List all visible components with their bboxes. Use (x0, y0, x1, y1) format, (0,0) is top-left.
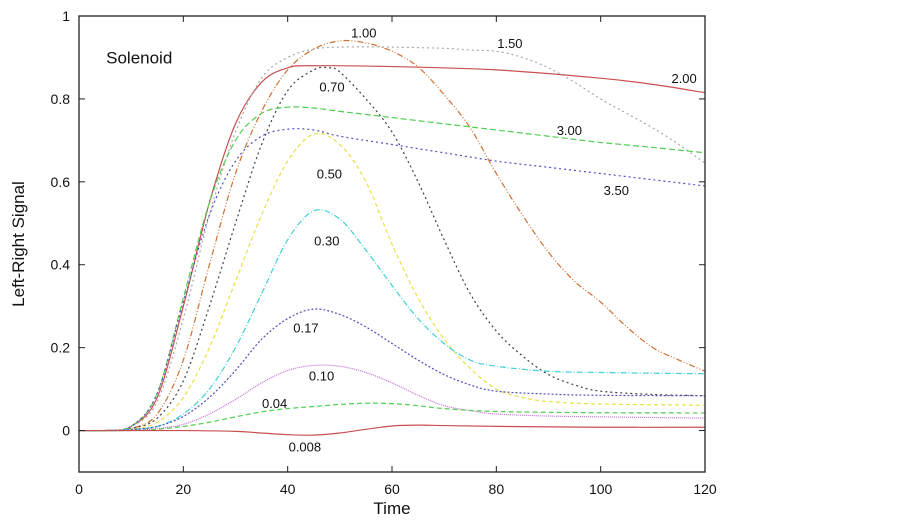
series-line-1.50 (78, 46, 706, 432)
y-axis-label: Left-Right Signal (9, 181, 28, 307)
series-label: 0.10 (309, 368, 334, 383)
x-tick-label: 0 (75, 481, 83, 497)
series-line-0.008 (78, 424, 706, 436)
series-line-0.17 (78, 308, 706, 432)
series-line-0.50 (78, 132, 706, 432)
series-label: 0.50 (317, 167, 342, 182)
chart-title: Solenoid (106, 48, 172, 67)
x-tick-label: 60 (384, 481, 400, 497)
x-tick-label: 120 (693, 481, 717, 497)
y-tick-label: 0.6 (51, 174, 71, 190)
series-label: 0.008 (289, 440, 322, 455)
series-line-2.00 (78, 65, 706, 432)
series-label: 1.50 (497, 36, 522, 51)
series-label: 2.00 (671, 71, 696, 86)
series-label: 0.17 (293, 321, 318, 336)
x-tick-label: 100 (589, 481, 613, 497)
series-line-0.04 (78, 402, 706, 432)
series-label: 0.30 (314, 234, 339, 249)
series-label: 3.50 (604, 183, 629, 198)
series-line-1.00 (78, 39, 706, 432)
axis-ticks: 0 20 40 60 80 100 120 0 0.2 0.4 0.6 0.8 1 (51, 8, 717, 497)
y-tick-label: 1 (62, 8, 70, 24)
series-label: 3.00 (557, 123, 582, 138)
series-curves (78, 39, 706, 436)
y-tick-label: 0.8 (51, 91, 71, 107)
x-tick-label: 40 (280, 481, 296, 497)
y-tick-label: 0 (62, 423, 70, 439)
series-label: 0.04 (262, 396, 287, 411)
x-tick-label: 20 (176, 481, 192, 497)
series-line-0.10 (78, 364, 706, 432)
series-line-0.70 (78, 66, 706, 432)
series-line-3.00 (78, 106, 706, 432)
y-tick-label: 0.2 (51, 340, 71, 356)
y-tick-label: 0.4 (51, 257, 71, 273)
series-line-0.30 (78, 209, 706, 432)
series-label: 1.00 (351, 26, 376, 41)
series-labels: 2.00 1.50 1.00 0.70 3.00 3.50 0.50 0.30 0.17 0.10… (262, 26, 697, 455)
x-tick-label: 80 (489, 481, 505, 497)
series-label: 0.70 (319, 79, 344, 94)
series-line-3.50 (78, 128, 706, 432)
x-axis-label: Time (373, 499, 410, 518)
